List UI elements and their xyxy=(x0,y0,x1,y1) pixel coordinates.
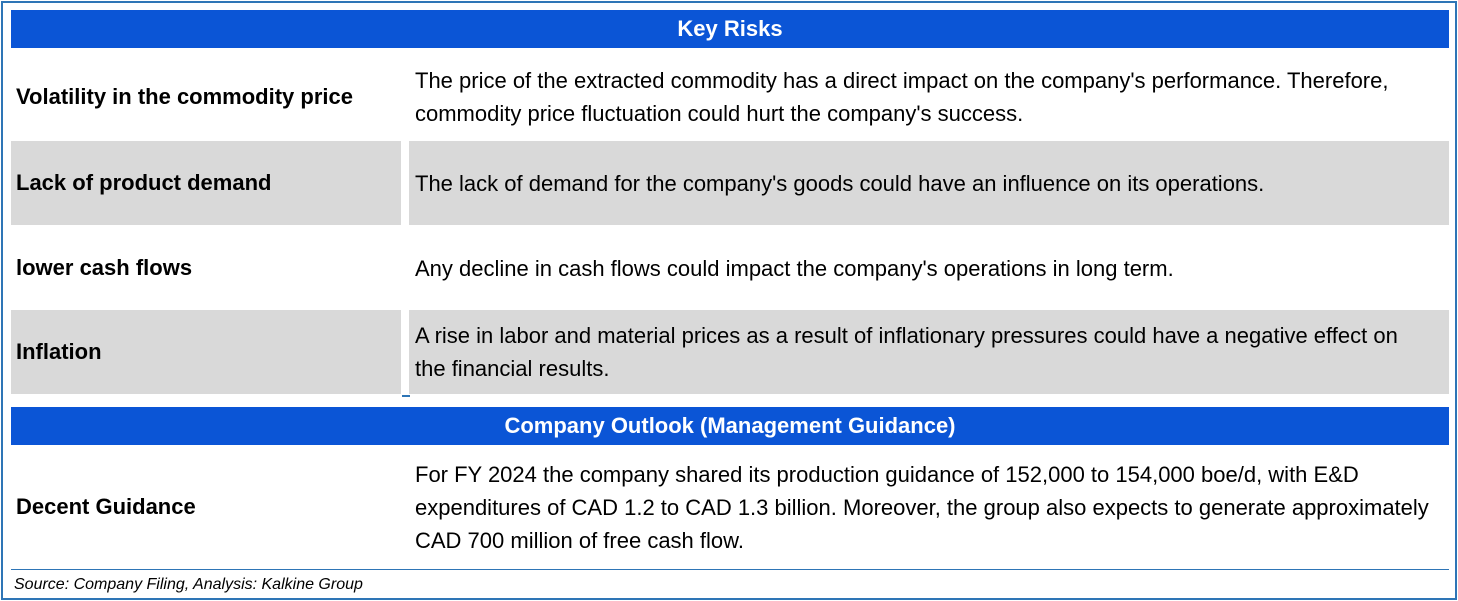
key-risks-title: Key Risks xyxy=(677,16,783,41)
risk-description: The lack of demand for the company's goo… xyxy=(409,141,1449,225)
table-row: Inflation A rise in labor and material p… xyxy=(11,310,1449,394)
key-risks-header: Key Risks xyxy=(11,10,1449,48)
table-row: lower cash flows Any decline in cash flo… xyxy=(11,226,1449,310)
risk-label: Inflation xyxy=(11,310,401,394)
risk-label: lower cash flows xyxy=(16,255,193,280)
footer-divider xyxy=(11,569,1449,570)
risk-label: Volatility in the commodity price xyxy=(16,84,353,109)
table-row: Lack of product demand The lack of deman… xyxy=(11,141,1449,225)
risk-description: The price of the extracted commodity has… xyxy=(415,68,1389,126)
cell-divider-mark xyxy=(402,395,410,397)
table-row: Decent Guidance For FY 2024 the company … xyxy=(11,451,1449,563)
risk-label: Lack of product demand xyxy=(11,141,401,225)
table-row: Volatility in the commodity price The pr… xyxy=(11,54,1449,140)
risk-description: Any decline in cash flows could impact t… xyxy=(415,255,1174,281)
outlook-label: Decent Guidance xyxy=(16,494,196,519)
outlook-title: Company Outlook (Management Guidance) xyxy=(504,413,956,438)
source-note: Source: Company Filing, Analysis: Kalkin… xyxy=(14,576,363,593)
risk-description: A rise in labor and material prices as a… xyxy=(409,310,1449,394)
outlook-description: For FY 2024 the company shared its produ… xyxy=(415,461,1429,553)
outlook-header: Company Outlook (Management Guidance) xyxy=(11,407,1449,445)
